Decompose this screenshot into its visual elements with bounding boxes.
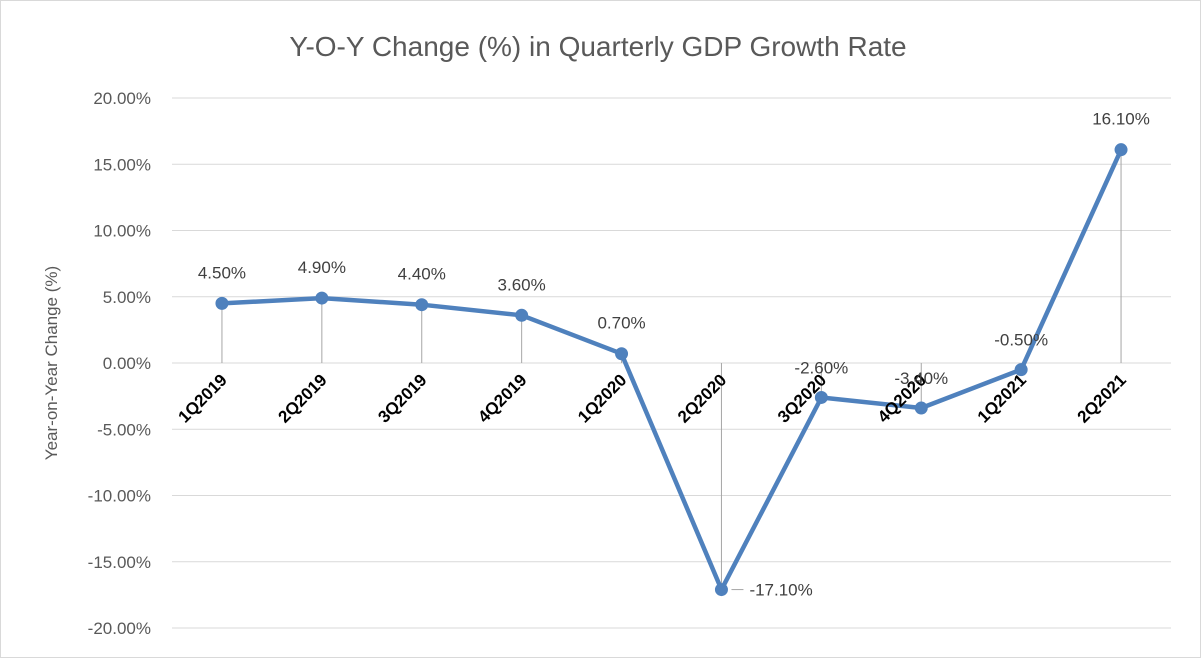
y-tick-labels: 20.00% 15.00% 10.00% 5.00% 0.00% -5.00% -10.00… bbox=[88, 89, 151, 638]
data-point bbox=[814, 390, 828, 404]
y-tick-label: 15.00% bbox=[93, 155, 151, 174]
y-axis-label: Year-on-Year Change (%) bbox=[42, 266, 61, 460]
data-label: 16.10% bbox=[1092, 110, 1150, 129]
y-tick-label: -20.00% bbox=[88, 619, 151, 638]
x-tick-label: 1Q2020 bbox=[574, 370, 630, 426]
data-label: 0.70% bbox=[597, 314, 645, 333]
data-label: 4.90% bbox=[298, 258, 346, 277]
x-tick-label: 1Q2019 bbox=[175, 370, 231, 426]
x-tick-labels: 1Q2019 2Q2019 3Q2019 4Q2019 1Q2020 2Q2020 3Q20… bbox=[175, 370, 1130, 426]
x-tick-label: 2Q2021 bbox=[1074, 370, 1130, 426]
data-labels: 4.50% 4.90% 4.40% 3.60% 0.70% -17.10% -2.60% -3… bbox=[198, 110, 1150, 600]
data-point bbox=[1114, 143, 1128, 157]
data-label: 3.60% bbox=[498, 275, 546, 294]
data-point bbox=[1014, 363, 1028, 377]
y-tick-label: -10.00% bbox=[88, 487, 151, 506]
data-point bbox=[914, 401, 928, 415]
data-label: -17.10% bbox=[749, 581, 812, 600]
y-tick-label: -15.00% bbox=[88, 553, 151, 572]
data-points bbox=[215, 143, 1128, 597]
chart-title: Y-O-Y Change (%) in Quarterly GDP Growth… bbox=[289, 31, 906, 62]
data-point bbox=[415, 298, 429, 312]
x-tick-label: 3Q2019 bbox=[374, 370, 430, 426]
data-label: -0.50% bbox=[994, 331, 1048, 350]
data-point bbox=[215, 296, 229, 310]
data-label: -3.40% bbox=[894, 369, 948, 388]
y-tick-label: 0.00% bbox=[103, 354, 151, 373]
series-line bbox=[219, 147, 1124, 592]
x-tick-label: 2Q2019 bbox=[274, 370, 330, 426]
y-tick-label: -5.00% bbox=[97, 420, 151, 439]
data-point bbox=[315, 291, 329, 305]
y-tick-label: 10.00% bbox=[93, 222, 151, 241]
data-point bbox=[615, 347, 629, 361]
data-label: 4.40% bbox=[398, 265, 446, 284]
y-tick-label: 5.00% bbox=[103, 288, 151, 307]
grid-layer bbox=[172, 97, 1171, 629]
data-label: 4.50% bbox=[198, 263, 246, 282]
data-point bbox=[714, 583, 728, 597]
y-tick-label: 20.00% bbox=[93, 89, 151, 108]
data-point bbox=[515, 308, 529, 322]
series-line-layer bbox=[219, 147, 1124, 592]
x-tick-label: 4Q2019 bbox=[474, 370, 530, 426]
drop-lines bbox=[221, 149, 1122, 590]
data-label: -2.60% bbox=[794, 358, 848, 377]
